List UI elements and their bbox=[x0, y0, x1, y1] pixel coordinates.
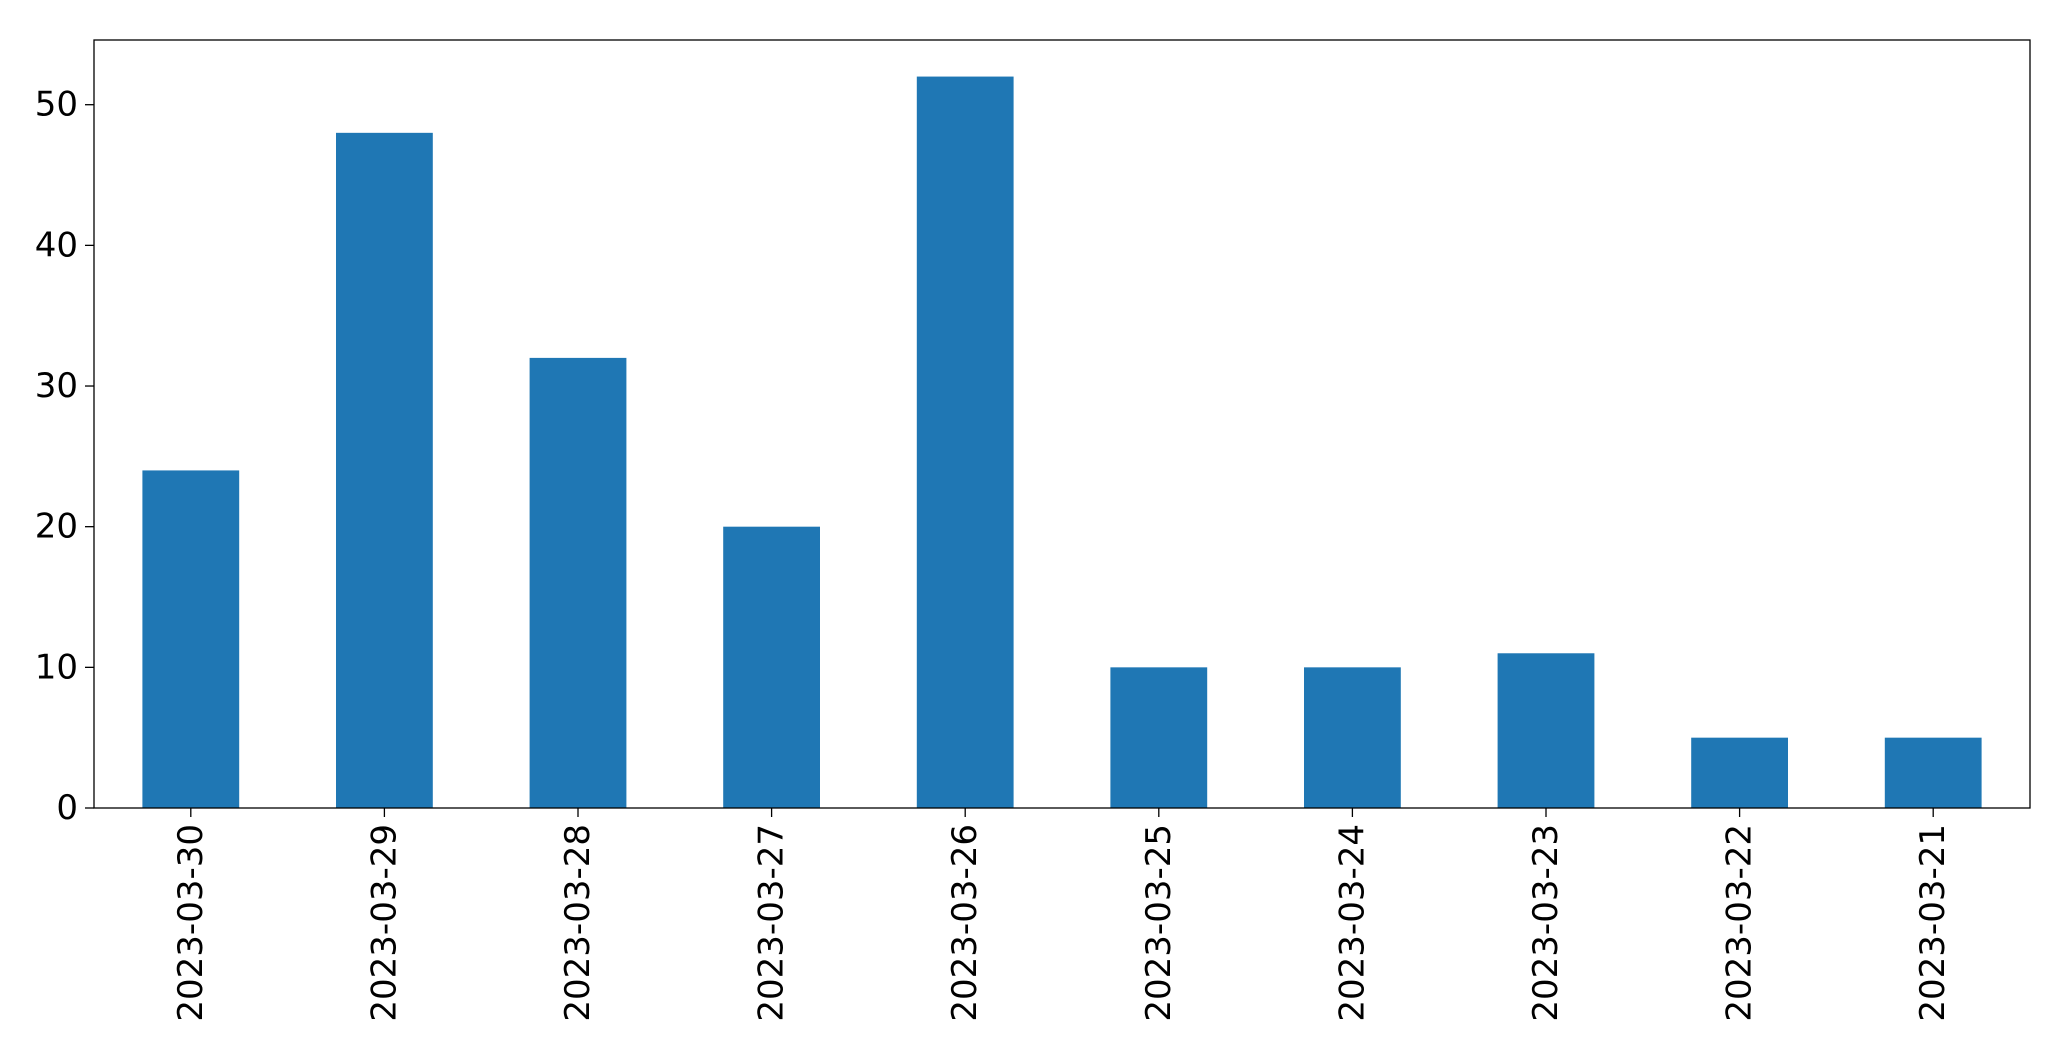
bar bbox=[336, 132, 433, 809]
bar bbox=[1884, 737, 1982, 808]
bar bbox=[723, 526, 820, 808]
x-tick-label: 2023-03-28 bbox=[558, 824, 598, 1022]
bar bbox=[529, 357, 627, 808]
y-tick-label: 40 bbox=[35, 225, 78, 265]
x-tick-label: 2023-03-30 bbox=[171, 824, 211, 1022]
y-tick-label: 20 bbox=[35, 507, 78, 547]
y-tick-label: 30 bbox=[35, 366, 78, 406]
x-tick-label: 2023-03-22 bbox=[1720, 824, 1760, 1022]
bar bbox=[142, 470, 240, 808]
bar bbox=[1110, 667, 1208, 808]
y-tick-label: 0 bbox=[56, 788, 78, 828]
x-tick-label: 2023-03-25 bbox=[1139, 824, 1179, 1022]
x-tick-label: 2023-03-29 bbox=[364, 824, 404, 1022]
x-tick-label: 2023-03-26 bbox=[945, 824, 985, 1022]
x-tick-label: 2023-03-27 bbox=[752, 824, 792, 1022]
y-tick-label: 50 bbox=[35, 85, 78, 125]
x-tick-label: 2023-03-24 bbox=[1332, 824, 1372, 1022]
bar bbox=[1497, 653, 1595, 808]
y-tick-label: 10 bbox=[35, 647, 78, 687]
x-tick-label: 2023-03-23 bbox=[1526, 824, 1566, 1022]
bar bbox=[1691, 737, 1788, 808]
bar bbox=[916, 76, 1014, 809]
plot-frame bbox=[93, 39, 2031, 809]
x-tick-label: 2023-03-21 bbox=[1913, 824, 1953, 1022]
bar bbox=[1304, 667, 1401, 808]
